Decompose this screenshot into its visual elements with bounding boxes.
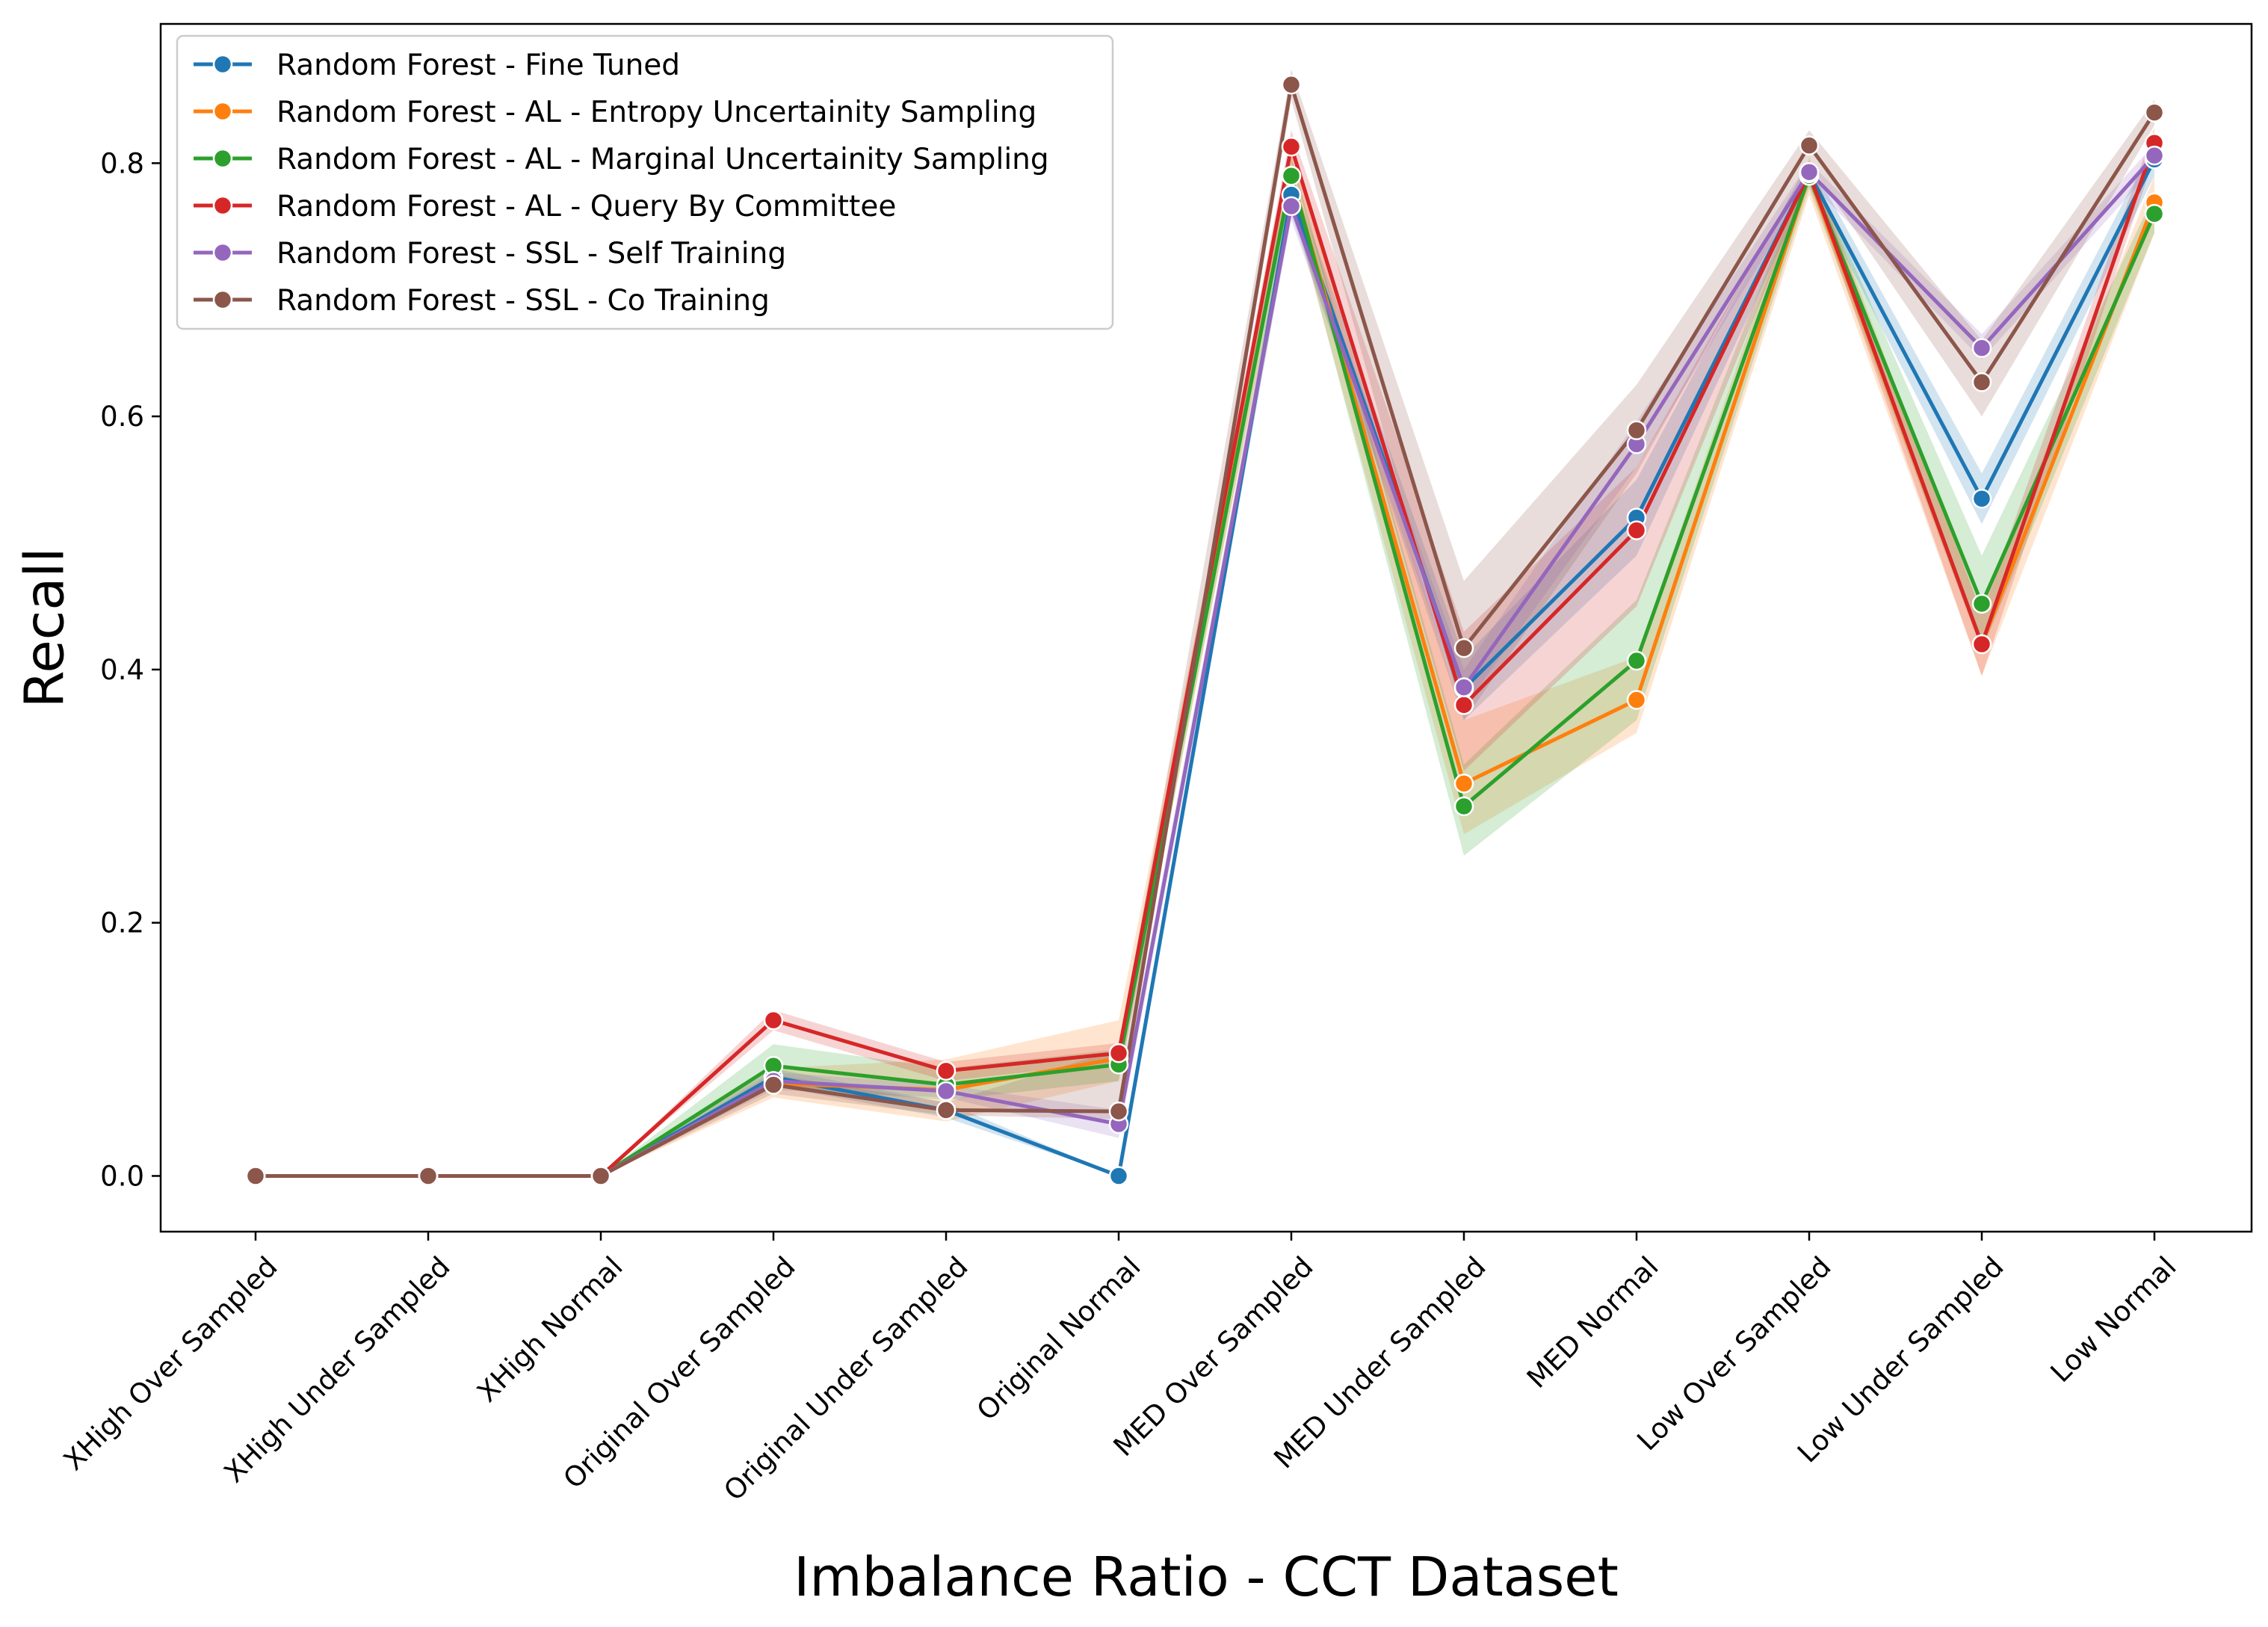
data-point-s6-7: [1281, 75, 1302, 95]
y-tick-label: 0.0: [100, 1160, 144, 1192]
data-point-s3-12: [2144, 203, 2165, 224]
data-point-s4-6: [1108, 1043, 1129, 1063]
data-point-s4-11: [1971, 634, 1992, 655]
data-point-s6-8: [1453, 637, 1474, 658]
legend-label: Random Forest - AL - Marginal Uncertaini…: [276, 143, 1049, 176]
data-point-s6-11: [1971, 372, 1992, 392]
data-point-s4-4: [763, 1010, 784, 1031]
data-point-s5-7: [1281, 196, 1302, 217]
series-band-1: [256, 143, 2154, 1176]
legend-marker-swatch: [212, 54, 233, 75]
legend-label: Random Forest - Fine Tuned: [276, 49, 680, 82]
legend-item-2: Random Forest - AL - Entropy Uncertainit…: [194, 96, 1036, 129]
data-point-s3-11: [1971, 593, 1992, 614]
legend-marker-swatch: [212, 242, 233, 263]
legend-item-1: Random Forest - Fine Tuned: [194, 49, 680, 82]
legend-item-6: Random Forest - SSL - Co Training: [194, 284, 770, 318]
data-point-s5-5: [936, 1081, 957, 1102]
x-tick-label: MED Normal: [1521, 1250, 1665, 1395]
y-tick-label: 0.8: [100, 147, 144, 179]
legend-item-4: Random Forest - AL - Query By Committee: [194, 190, 896, 223]
legend-item-3: Random Forest - AL - Marginal Uncertaini…: [194, 143, 1049, 176]
data-point-s5-8: [1453, 677, 1474, 697]
x-tick-label: MED Over Sampled: [1107, 1250, 1320, 1463]
data-point-s6-5: [936, 1100, 957, 1120]
data-point-s1-11: [1971, 488, 1992, 509]
legend-label: Random Forest - AL - Query By Committee: [276, 190, 896, 223]
data-point-s2-9: [1626, 690, 1647, 710]
plot-area-frame: [159, 22, 2253, 1233]
legend-label: Random Forest - SSL - Co Training: [276, 284, 770, 318]
legend-marker-swatch: [212, 289, 233, 310]
legend-marker-swatch: [212, 148, 233, 169]
data-point-s3-8: [1453, 796, 1474, 817]
x-axis-title: Imbalance Ratio - CCT Dataset: [794, 1546, 1619, 1608]
legend-item-5: Random Forest - SSL - Self Training: [194, 237, 786, 271]
data-point-s6-1: [245, 1166, 266, 1186]
legend: Random Forest - Fine Tuned Random Forest …: [176, 34, 1114, 330]
data-point-s5-10: [1799, 161, 1820, 182]
y-tick-label: 0.4: [100, 654, 144, 686]
legend-label: Random Forest - SSL - Self Training: [276, 237, 786, 271]
data-point-s6-12: [2144, 102, 2165, 123]
legend-marker-swatch: [212, 101, 233, 122]
x-tick-label: XHigh Normal: [471, 1250, 628, 1408]
data-point-s3-9: [1626, 650, 1647, 671]
data-point-s1-6: [1108, 1166, 1129, 1186]
data-point-s3-7: [1281, 166, 1302, 186]
data-point-s6-9: [1626, 420, 1647, 440]
data-point-s5-12: [2144, 145, 2165, 166]
legend-box: [176, 34, 1114, 330]
data-point-s4-5: [936, 1061, 957, 1081]
data-point-s4-8: [1453, 695, 1474, 715]
series-band-6: [256, 69, 2154, 1176]
data-point-s6-10: [1799, 135, 1820, 155]
y-tick-label: 0.2: [100, 907, 144, 939]
data-point-s6-2: [418, 1166, 439, 1186]
data-point-s4-9: [1626, 520, 1647, 540]
data-point-s4-7: [1281, 137, 1302, 157]
data-point-s5-11: [1971, 338, 1992, 358]
legend-marker-swatch: [212, 195, 233, 216]
legend-label: Random Forest - AL - Entropy Uncertainit…: [276, 96, 1036, 129]
data-point-s2-8: [1453, 774, 1474, 794]
y-axis: 0.0 0.2 0.4 0.6 0.8: [100, 147, 161, 1192]
series-line-6: [253, 82, 2157, 1178]
series-markers: [245, 75, 2165, 1186]
data-point-s6-3: [590, 1166, 611, 1186]
data-point-s6-4: [763, 1075, 784, 1095]
y-tick-label: 0.6: [100, 401, 144, 433]
x-tick-label: Original Normal: [971, 1250, 1147, 1427]
series-lines: [253, 82, 2157, 1178]
data-point-s6-6: [1108, 1101, 1129, 1122]
y-axis-title: Recall: [13, 548, 76, 708]
x-tick-label: Low Over Sampled: [1631, 1250, 1837, 1457]
x-tick-label: Low Normal: [2045, 1250, 2183, 1389]
